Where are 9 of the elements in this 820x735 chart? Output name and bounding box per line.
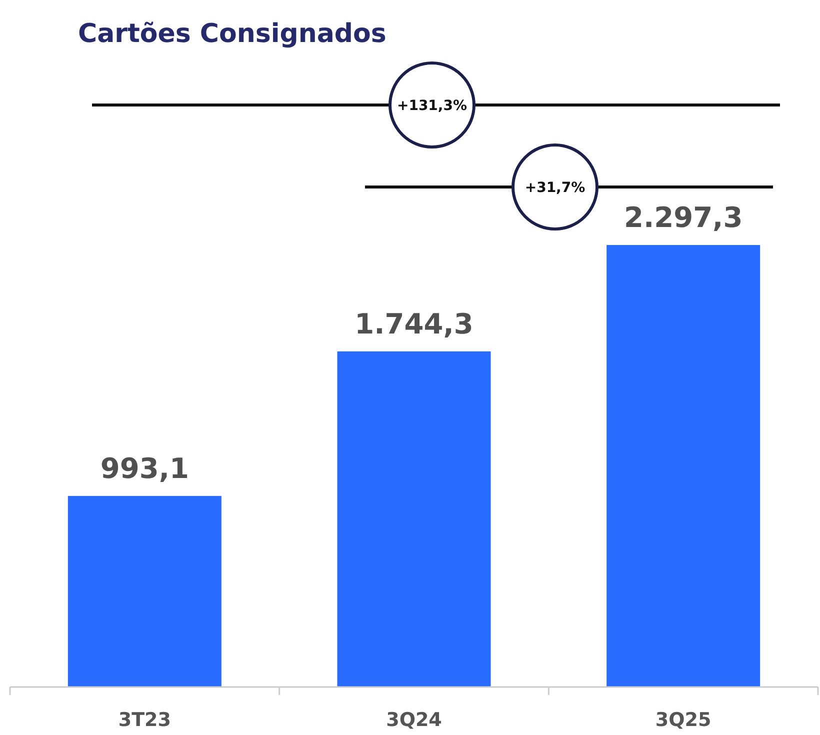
x-tick-label: 3Q25 <box>655 709 712 731</box>
data-label: 993,1 <box>100 452 189 485</box>
text: +131,3% <box>396 98 468 114</box>
data-label: 2.297,3 <box>624 201 743 234</box>
data-label: 1.744,3 <box>354 307 474 340</box>
x-tick-label: 3T23 <box>118 709 171 731</box>
x-tick-label: 3Q24 <box>386 709 442 731</box>
text: +31,7% <box>524 180 586 196</box>
chart-title: Cartões Consignados <box>78 19 386 49</box>
